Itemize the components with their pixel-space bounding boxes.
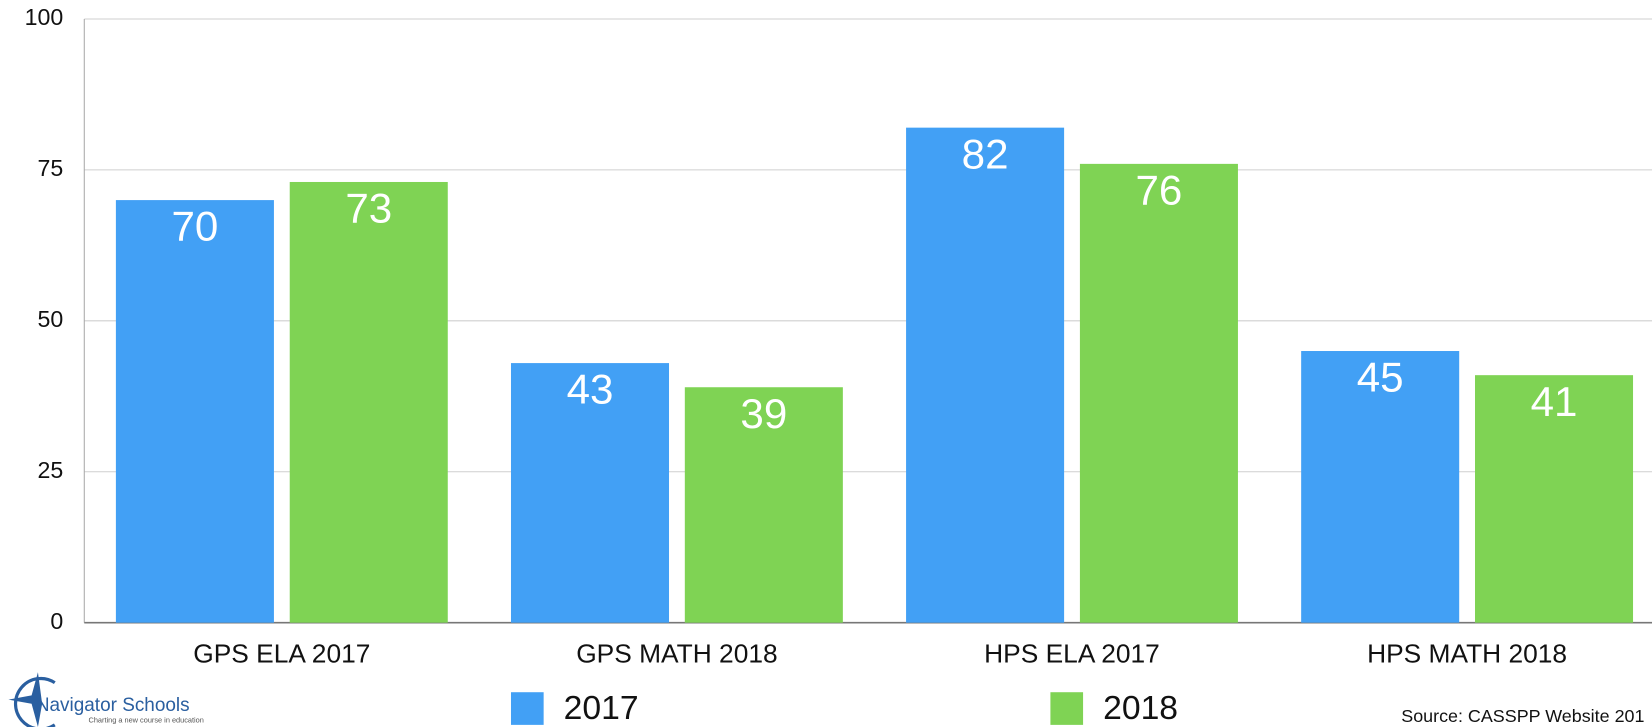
value-label: 39 <box>740 390 787 437</box>
y-tick-label: 25 <box>37 457 63 483</box>
value-label: 45 <box>1357 354 1404 401</box>
x-tick-label: GPS ELA 2017 <box>193 638 370 668</box>
bar <box>510 363 670 623</box>
value-label: 82 <box>962 130 1009 177</box>
x-tick-label: HPS ELA 2017 <box>984 638 1160 668</box>
value-label: 70 <box>171 203 218 250</box>
value-label: 43 <box>567 366 614 413</box>
y-tick-label: 75 <box>37 155 63 181</box>
x-tick-label: GPS MATH 2018 <box>576 638 777 668</box>
value-label: 76 <box>1135 166 1182 213</box>
logo-arc <box>14 676 56 727</box>
bar <box>289 181 448 623</box>
y-tick-label: 100 <box>25 4 64 30</box>
legend-swatch <box>510 692 544 725</box>
bar <box>1475 375 1634 623</box>
logo: Navigator Schools Charting a new course … <box>8 672 204 727</box>
legend-swatch <box>1050 692 1084 725</box>
bar <box>1301 351 1460 623</box>
x-tick-label: HPS MATH 2018 <box>1367 638 1567 668</box>
logo-name: Navigator Schools <box>36 695 190 716</box>
bar <box>1079 163 1238 623</box>
value-label: 41 <box>1531 378 1578 425</box>
source: Source: CASSPP Website 201 <box>1401 706 1644 726</box>
logo-tagline: Charting a new course in education <box>89 716 204 725</box>
bar <box>906 127 1065 623</box>
y-tick-label: 50 <box>37 306 63 332</box>
bar <box>115 200 274 623</box>
value-label: 73 <box>345 185 392 232</box>
legend-label: 2017 <box>564 689 639 727</box>
y-tick-label: 0 <box>50 608 63 634</box>
logo-star <box>8 672 43 727</box>
bar <box>684 387 843 623</box>
legend-label: 2018 <box>1103 689 1178 727</box>
